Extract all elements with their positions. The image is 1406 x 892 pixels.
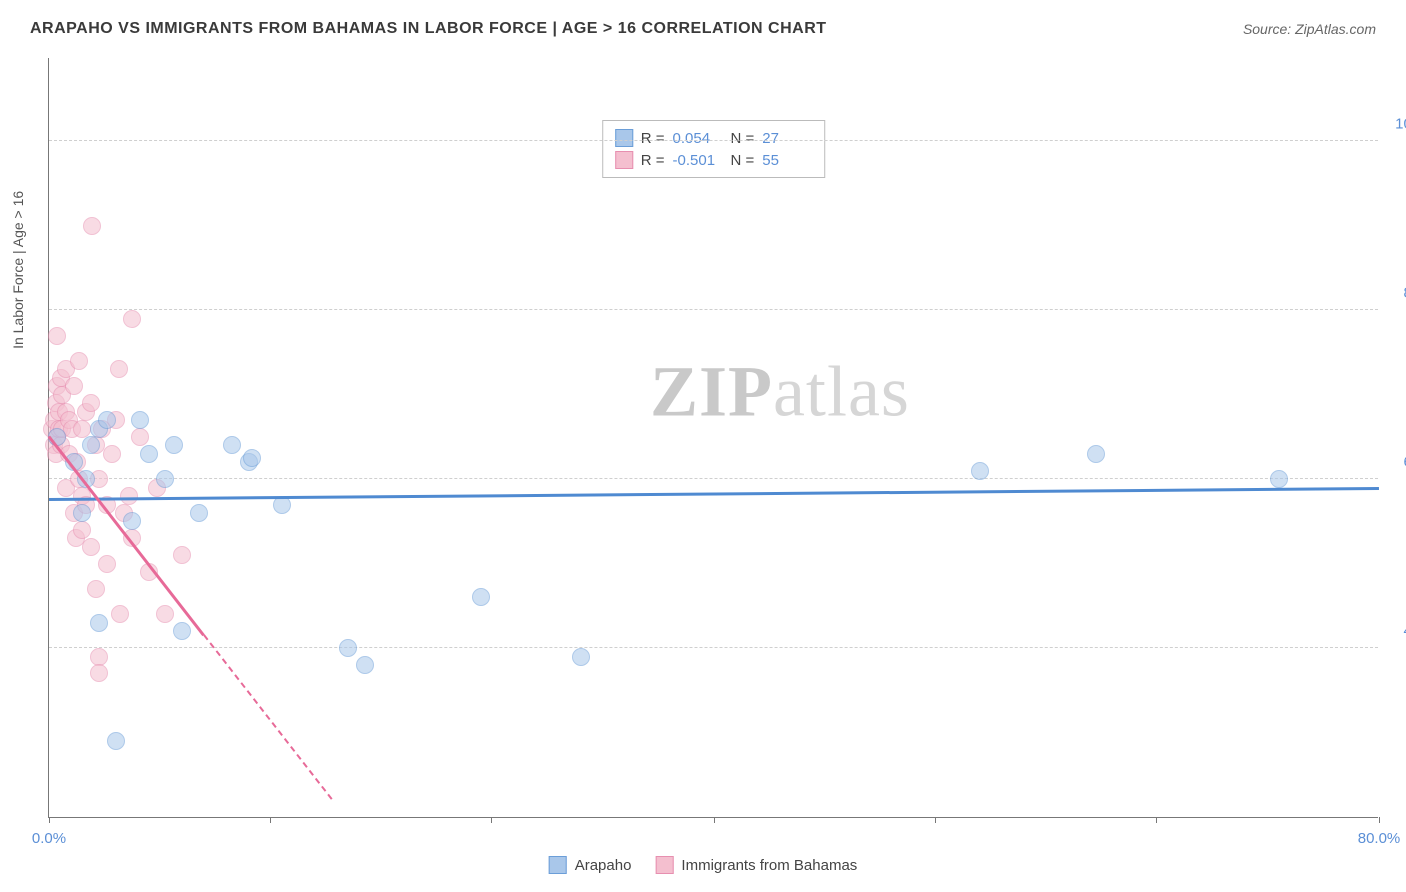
scatter-point [73,521,91,539]
scatter-point [472,588,490,606]
x-tick [1156,817,1157,823]
scatter-point [120,487,138,505]
scatter-point [156,605,174,623]
x-tick [491,817,492,823]
scatter-point [223,436,241,454]
scatter-point [131,428,149,446]
scatter-point [971,462,989,480]
scatter-point [87,580,105,598]
scatter-point [156,470,174,488]
scatter-point [90,664,108,682]
legend: Arapaho Immigrants from Bahamas [549,856,858,874]
stat-n-label: N = [731,130,755,147]
scatter-point [110,360,128,378]
stat-n-value: 55 [762,152,812,169]
stat-r-label: R = [641,130,665,147]
scatter-point [173,622,191,640]
x-tick [1379,817,1380,823]
stat-r-label: R = [641,152,665,169]
scatter-point [1270,470,1288,488]
legend-swatch-arapaho [549,856,567,874]
trend-line [203,634,333,800]
scatter-point [98,555,116,573]
scatter-point [173,546,191,564]
scatter-point [111,605,129,623]
scatter-point [123,512,141,530]
scatter-point [83,217,101,235]
legend-label-bahamas: Immigrants from Bahamas [681,857,857,874]
source-label: Source: ZipAtlas.com [1243,21,1376,37]
stats-row: R = 0.054 N = 27 [615,127,813,149]
scatter-point [65,377,83,395]
scatter-point [70,352,88,370]
stat-n-label: N = [731,152,755,169]
scatter-point [90,614,108,632]
scatter-point [82,538,100,556]
scatter-point [107,732,125,750]
scatter-point [140,445,158,463]
scatter-point [123,310,141,328]
stats-swatch [615,151,633,169]
scatter-point [73,504,91,522]
scatter-point [356,656,374,674]
chart-title: ARAPAHO VS IMMIGRANTS FROM BAHAMAS IN LA… [30,20,827,38]
x-tick [935,817,936,823]
trend-line [49,487,1379,500]
watermark: ZIPatlas [650,350,910,433]
y-tick-label: 100.0% [1395,116,1406,133]
scatter-point [82,394,100,412]
stat-n-value: 27 [762,130,812,147]
stats-row: R = -0.501 N = 55 [615,149,813,171]
scatter-point [82,436,100,454]
scatter-point [1087,445,1105,463]
chart-plot-area: ZIPatlas R =0.054N =27R =-0.501N =55 40.… [48,58,1378,818]
gridline-h [49,478,1378,479]
legend-label-arapaho: Arapaho [575,857,632,874]
stat-r-value: 0.054 [673,130,723,147]
scatter-point [572,648,590,666]
gridline-h [49,140,1378,141]
scatter-point [339,639,357,657]
x-tick-label: 0.0% [32,830,66,847]
scatter-point [90,648,108,666]
scatter-point [165,436,183,454]
scatter-point [73,420,91,438]
correlation-stats-box: R = 0.054 N = 27 R = -0.501 N = 55 [602,120,826,178]
legend-swatch-bahamas [655,856,673,874]
scatter-point [243,449,261,467]
y-axis-title: In Labor Force | Age > 16 [10,191,26,349]
scatter-point [98,411,116,429]
gridline-h [49,309,1378,310]
x-tick-label: 80.0% [1358,830,1401,847]
stat-r-value: -0.501 [673,152,723,169]
stats-swatch [615,129,633,147]
x-tick [714,817,715,823]
x-tick [49,817,50,823]
legend-item-arapaho: Arapaho [549,856,632,874]
x-tick [270,817,271,823]
scatter-point [48,327,66,345]
scatter-point [190,504,208,522]
scatter-point [131,411,149,429]
scatter-point [103,445,121,463]
gridline-h [49,647,1378,648]
legend-item-bahamas: Immigrants from Bahamas [655,856,857,874]
